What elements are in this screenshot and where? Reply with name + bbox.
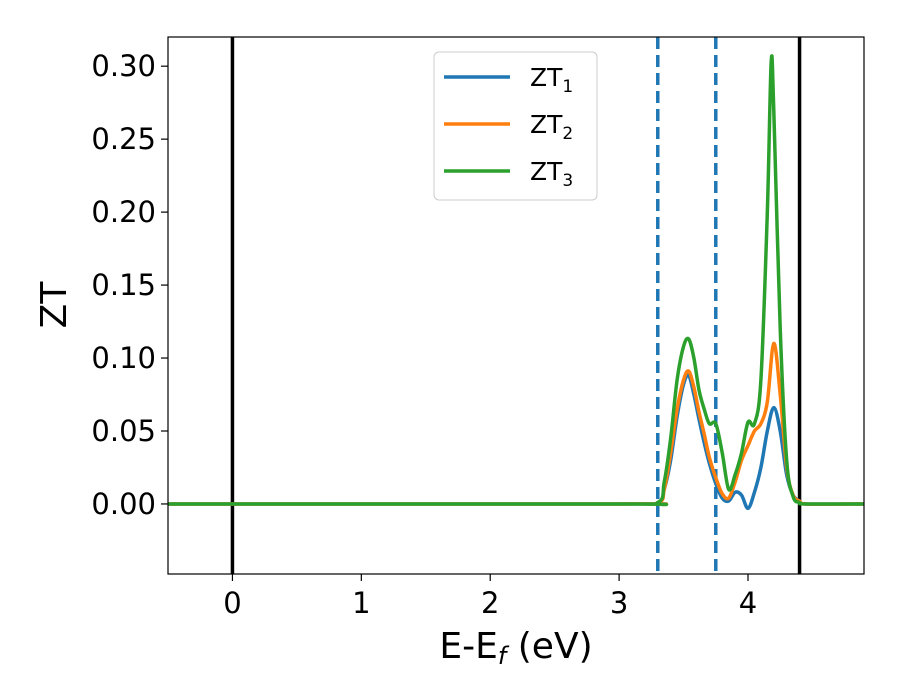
x-tick-label: 1 [352,586,370,620]
x-tick-label: 4 [739,586,757,620]
y-tick-label: 0.05 [91,414,156,448]
x-tick-label: 2 [481,586,499,620]
legend-box [433,51,598,201]
y-tick-label: 0.20 [91,195,156,229]
legend-label-zt2: ZT2 [530,110,573,144]
plot-frame [167,36,865,575]
plot-area [168,37,864,574]
legend-label-zt1: ZT1 [530,63,573,97]
y-tick-label: 0.25 [91,122,156,156]
series-line-zt3 [168,54,864,507]
x-tick-label: 0 [223,586,241,620]
y-tick-label: 0.30 [91,49,156,83]
y-axis-ticks: 0.00 0.05 0.10 0.15 0.20 0.25 0.30 [91,49,168,521]
y-tick-label: 0.10 [91,341,156,375]
y-axis-label: ZT [34,281,75,329]
x-axis-label: E-Ef (eV) [439,626,592,670]
legend: ZT1 ZT2 ZT3 [433,51,598,201]
y-tick-label: 0.15 [91,268,156,302]
legend-label-zt3: ZT3 [530,157,573,191]
x-tick-label: 3 [610,586,628,620]
x-axis-ticks: 0 1 2 3 4 [223,574,757,620]
y-tick-label: 0.00 [91,487,156,521]
